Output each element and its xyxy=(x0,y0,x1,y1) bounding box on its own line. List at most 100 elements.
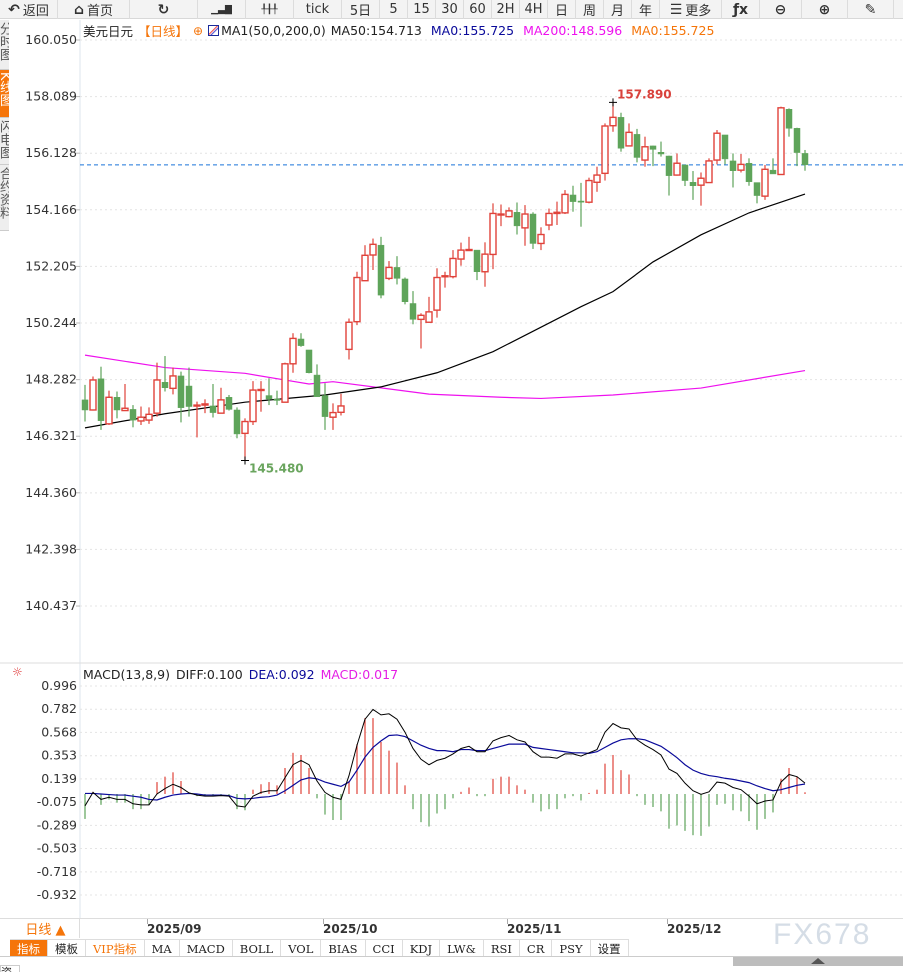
candle xyxy=(465,236,473,252)
price-axis-label: 154.166 xyxy=(25,202,77,217)
toolbar-button-refresh[interactable]: ↻ xyxy=(130,0,198,19)
home-icon: ⌂ xyxy=(73,1,84,18)
indicator-tab-9[interactable]: KDJ xyxy=(402,940,441,957)
toolbar-button-周[interactable]: 周 xyxy=(576,0,604,19)
candle xyxy=(737,153,745,173)
date-label: 2025/10 xyxy=(323,922,378,936)
toolbar-button-zoom-out[interactable]: ⊖ xyxy=(760,0,802,19)
chart-canvas[interactable]: 160.050 158.089 156.128 154.166 152.205 150.2… xyxy=(0,0,903,918)
candle-body xyxy=(689,182,697,186)
macd-name: MACD(13,8,9) xyxy=(83,667,170,682)
candle xyxy=(777,106,785,176)
bar-chart-icon: ▁▃▇ xyxy=(211,4,232,15)
ma200-line xyxy=(84,354,806,400)
candle-body xyxy=(97,378,105,421)
horizontal-scrollbar[interactable] xyxy=(733,957,903,966)
candle-body xyxy=(233,409,241,435)
date-axis: 2025/09 2025/10 2025/11 2025/12 xyxy=(0,918,903,938)
candle xyxy=(161,356,169,392)
indicator-tab-0[interactable]: 指标 xyxy=(10,940,48,957)
indicator-tab-14[interactable]: 设置 xyxy=(590,940,629,957)
price-axis-label: 140.437 xyxy=(25,598,77,613)
indicator-tab-10[interactable]: LW& xyxy=(440,940,484,957)
toolbar-button-5[interactable]: 5 xyxy=(380,0,408,19)
macd-axis-label: -0.075 xyxy=(37,794,77,809)
indicator-tab-7[interactable]: BIAS xyxy=(321,940,366,957)
indicator-settings-icon[interactable]: ☼ xyxy=(12,665,23,679)
candle xyxy=(705,158,713,184)
period-selector[interactable]: 日线 ▲ xyxy=(12,919,80,938)
toolbar-button-5日[interactable]: 5日 xyxy=(342,0,380,19)
candle-body xyxy=(105,396,113,425)
candle xyxy=(249,381,257,425)
candle-body xyxy=(137,416,145,422)
candle xyxy=(97,366,105,430)
toolbar-button-bar-chart[interactable]: ▁▃▇ xyxy=(198,0,246,19)
indicator-tab-1[interactable]: 模板 xyxy=(48,940,86,957)
toolbar-label: 日 xyxy=(554,4,568,19)
candle-body xyxy=(593,174,601,183)
toolbar-button-15[interactable]: 15 xyxy=(408,0,436,19)
toolbar-button-日[interactable]: 日 xyxy=(548,0,576,19)
dea-line xyxy=(85,734,806,801)
low-price-label: 145.480 xyxy=(249,461,304,475)
candle-body xyxy=(417,314,425,321)
ma0-value: MA0:155.725 xyxy=(430,23,515,38)
toolbar-button-年[interactable]: 年 xyxy=(632,0,660,19)
candle xyxy=(113,391,121,419)
toolbar-label: 月 xyxy=(610,4,624,19)
toolbar-button-60[interactable]: 60 xyxy=(464,0,492,19)
news-tab[interactable]: 资讯 xyxy=(0,965,20,972)
candle-body xyxy=(521,213,529,229)
toolbar-button-pen[interactable]: ✎ xyxy=(848,0,894,19)
candle xyxy=(289,333,297,373)
price-axis-label: 142.398 xyxy=(25,541,77,556)
candle-body xyxy=(193,404,201,407)
indicator-tab-4[interactable]: MACD xyxy=(179,940,233,957)
toolbar-button-zoom-in[interactable]: ⊕ xyxy=(802,0,848,19)
toolbar-button-function-fx[interactable]: ƒx xyxy=(722,0,760,19)
toolbar-button-返回[interactable]: ↶ 返回 xyxy=(0,0,58,19)
tab-time-chart[interactable]: 分时图 xyxy=(0,20,9,70)
candle-body xyxy=(393,267,401,279)
candle-body xyxy=(753,182,761,196)
candle-body xyxy=(321,395,329,417)
toolbar-label: tick xyxy=(305,2,330,17)
candle xyxy=(321,383,329,430)
ma-indicator-icon[interactable] xyxy=(208,25,220,36)
indicator-tab-13[interactable]: PSY xyxy=(552,940,591,957)
toolbar-button-4H[interactable]: 4H xyxy=(520,0,548,19)
toolbar-button-30[interactable]: 30 xyxy=(436,0,464,19)
candle-body xyxy=(457,249,465,260)
indicator-tab-12[interactable]: CR xyxy=(519,940,553,957)
candle xyxy=(609,102,617,132)
toolbar-button-首页[interactable]: ⌂ 首页 xyxy=(58,0,130,19)
toolbar-button-2H[interactable]: 2H xyxy=(492,0,520,19)
indicator-tab-11[interactable]: RSI xyxy=(483,940,520,957)
candle xyxy=(449,250,457,279)
toolbar-button-tick[interactable]: tick xyxy=(294,0,342,19)
menu-icon: ☰ xyxy=(669,1,683,18)
indicator-tab-2[interactable]: VIP指标 xyxy=(86,940,145,957)
indicator-tab-6[interactable]: VOL xyxy=(281,940,322,957)
tab-kline-chart[interactable]: K线图 xyxy=(0,70,9,118)
candle xyxy=(473,249,481,281)
candle-body xyxy=(305,349,313,374)
toolbar-button-candlestick[interactable]: ╀╂╀ xyxy=(246,0,294,19)
ma200-value: MA200:148.596 xyxy=(523,23,623,38)
tab-flash-chart[interactable]: 闪电图 xyxy=(0,118,9,165)
toolbar-button-更多[interactable]: ☰ 更多 xyxy=(660,0,722,19)
crosshair-settings-icon[interactable]: ⊕ xyxy=(193,23,204,38)
toolbar-button-月[interactable]: 月 xyxy=(604,0,632,19)
candle-body xyxy=(649,145,657,150)
macd-axis-label: 0.782 xyxy=(41,701,77,716)
ma0-value-2: MA0:155.725 xyxy=(631,23,715,38)
tab-contract-info[interactable]: 合约资料 xyxy=(0,165,9,231)
toolbar: ↶ 返回 ⌂ 首页 ↻ ▁▃▇ ╀╂╀ tick 5日 5 15 30 60 2H 4H 日周月年 ☰ 更多 ƒx ⊖… xyxy=(0,0,903,19)
indicator-tab-5[interactable]: BOLL xyxy=(232,940,282,957)
candle xyxy=(745,158,753,186)
indicator-tab-3[interactable]: MA xyxy=(144,940,180,957)
candle xyxy=(257,381,265,412)
indicator-tab-8[interactable]: CCI xyxy=(365,940,403,957)
toolbar-label: 60 xyxy=(469,2,486,17)
